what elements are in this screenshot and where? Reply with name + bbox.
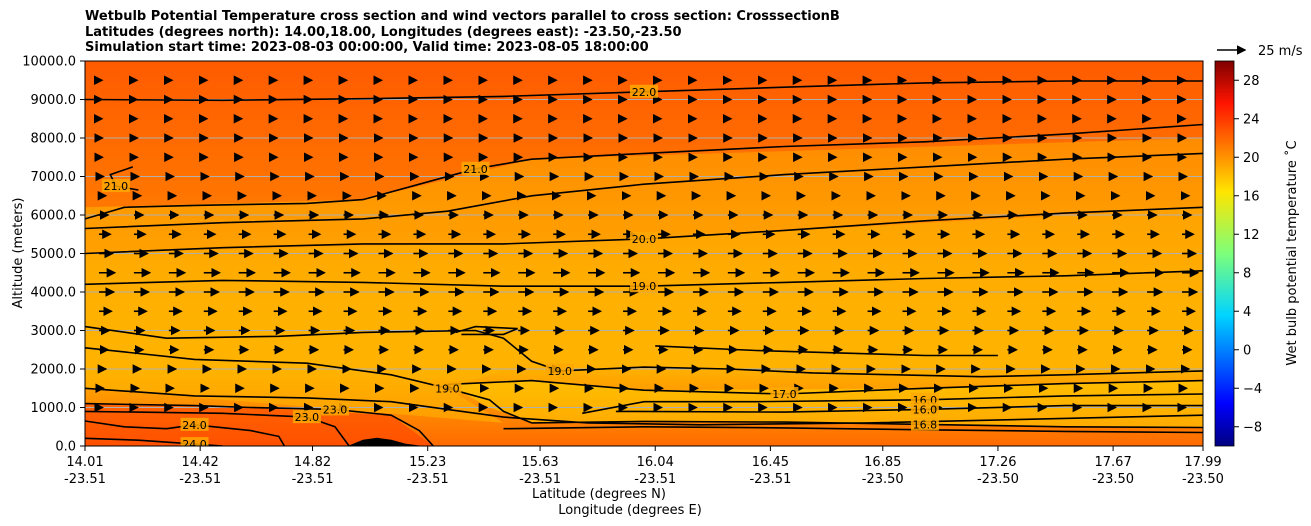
contour-label-1: 21.0 xyxy=(463,163,488,176)
colorbar-gradient xyxy=(1214,60,1235,447)
colorbar-tick-label-2: 0 xyxy=(1243,343,1251,358)
x-tick-lat-10: 17.99 xyxy=(1184,455,1221,470)
x-axis-label-line-2: Longitude (degrees E) xyxy=(558,503,702,518)
x-tick-lon-0: -23.51 xyxy=(64,472,106,487)
colorbar-tick-label-4: 8 xyxy=(1243,266,1251,281)
contour-line-2 xyxy=(85,152,1203,230)
contour-label-bg-5 xyxy=(630,279,658,293)
contour-label-bg-8 xyxy=(433,381,462,395)
contour-label-bg-14 xyxy=(910,417,939,431)
x-tick-lon-9: -23.50 xyxy=(1092,472,1134,487)
contour-line-7 xyxy=(455,325,518,336)
colorbar: −8 −4 0 4 8 12 16 20 24 28 Wet bulb potential tem… xyxy=(1214,60,1300,447)
title-line-3: Simulation start time: 2023-08-03 00:00:… xyxy=(85,40,649,55)
x-tick-lat-3: 15.23 xyxy=(409,455,446,470)
y-tick-label-0: 0.0 xyxy=(55,440,76,455)
colorbar-tick-label-9: 28 xyxy=(1243,74,1260,89)
contour-label-bg-13 xyxy=(910,402,939,416)
contour-line-14 xyxy=(531,420,1203,429)
contour-line-12 xyxy=(582,393,1203,415)
x-tick-lon-5: -23.51 xyxy=(634,472,676,487)
quiver-key: 25 m/s xyxy=(1217,44,1303,59)
contour-label-bg-3 xyxy=(101,179,130,193)
contour-label-bg-0 xyxy=(630,84,658,98)
y-tick-label-7: 7000.0 xyxy=(31,170,77,185)
colorbar-label: Wet bulb potential temperature ˚C xyxy=(1284,140,1300,365)
y-axis: 0.0 1000.0 2000.0 3000.0 4000.0 5000.0 6000.0 7… xyxy=(22,55,85,455)
contour-label-18: 24.0 xyxy=(182,438,207,451)
contour-label-17: 23.0 xyxy=(295,411,320,424)
colorbar-tick-label-5: 12 xyxy=(1243,228,1260,243)
x-tick-lat-5: 16.04 xyxy=(637,455,674,470)
x-tick-lon-3: -23.51 xyxy=(407,472,449,487)
contour-label-14: 16.8 xyxy=(913,418,938,431)
contour-line-9 xyxy=(655,345,998,357)
plot-area: 22.021.021.020.019.019.019.0 17.0 16.016.0… xyxy=(84,60,1204,451)
x-tick-lon-10: -23.50 xyxy=(1182,472,1224,487)
x-axis: 14.01 -23.51 14.42 -23.51 14.82 -23.51 15.23 -2… xyxy=(64,446,1224,487)
contour-label-bg-6 xyxy=(545,363,574,377)
contour-line-15 xyxy=(503,425,1203,434)
y-axis-label: Altitude (meters) xyxy=(11,198,26,309)
filled-region-3 xyxy=(447,380,1203,428)
contour-line-8 xyxy=(85,347,532,424)
contour-label-13: 16.0 xyxy=(913,403,938,416)
contour-label-5: 19.0 xyxy=(632,280,657,293)
x-tick-lon-6: -23.51 xyxy=(749,472,791,487)
contour-label-11: 17.0 xyxy=(772,388,797,401)
colorbar-tick-label-1: −4 xyxy=(1243,382,1262,397)
terrain-shape xyxy=(348,437,420,446)
contour-label-3: 21.0 xyxy=(104,180,129,193)
x-tick-lat-9: 17.67 xyxy=(1095,455,1132,470)
x-tick-lon-8: -23.50 xyxy=(977,472,1019,487)
x-tick-lat-0: 14.01 xyxy=(66,455,103,470)
y-tick-label-4: 4000.0 xyxy=(31,286,77,301)
contour-label-0: 22.0 xyxy=(632,86,657,99)
y-tick-label-8: 8000.0 xyxy=(31,132,77,147)
contour-label-bg-19 xyxy=(180,417,209,431)
colorbar-tick-label-7: 20 xyxy=(1243,151,1260,166)
contour-label-16: 23.0 xyxy=(323,403,348,416)
filled-region-0 xyxy=(85,61,1203,208)
y-tick-label-10: 10000.0 xyxy=(22,55,76,70)
x-tick-lon-1: -23.51 xyxy=(179,472,221,487)
contour-line-18 xyxy=(85,437,223,446)
x-tick-lat-6: 16.45 xyxy=(752,455,789,470)
colorbar-tick-label-6: 16 xyxy=(1243,189,1260,204)
contour-label-bg-18 xyxy=(180,437,209,446)
contour-label-bg-4 xyxy=(630,231,658,245)
x-tick-lat-2: 14.82 xyxy=(294,455,331,470)
y-tick-label-1: 1000.0 xyxy=(31,401,77,416)
contour-label-bg-1 xyxy=(461,161,490,175)
quiver-key-label: 25 m/s xyxy=(1258,44,1303,59)
contour-label-6: 19.0 xyxy=(547,365,572,378)
x-tick-lat-1: 14.42 xyxy=(182,455,219,470)
x-tick-lat-4: 15.63 xyxy=(521,455,558,470)
title-line-1: Wetbulb Potential Temperature cross sect… xyxy=(85,9,840,24)
contour-label-19: 24.0 xyxy=(182,419,207,432)
y-tick-label-9: 9000.0 xyxy=(31,93,77,108)
contour-label-bg-11 xyxy=(770,387,799,401)
contour-label-bg-16 xyxy=(321,402,350,416)
x-tick-lon-7: -23.50 xyxy=(862,472,904,487)
y-tick-label-2: 2000.0 xyxy=(31,363,77,378)
x-axis-label-line-1: Latitude (degrees N) xyxy=(532,487,666,502)
y-tick-label-3: 3000.0 xyxy=(31,324,77,339)
colorbar-tick-label-0: −8 xyxy=(1243,420,1262,435)
x-tick-lon-4: -23.51 xyxy=(519,472,561,487)
y-tick-label-5: 5000.0 xyxy=(31,247,77,262)
x-tick-lat-8: 17.26 xyxy=(979,455,1016,470)
x-tick-lon-2: -23.51 xyxy=(292,472,334,487)
y-tick-label-6: 6000.0 xyxy=(31,209,77,224)
title-line-2: Latitudes (degrees north): 14.00,18.00, … xyxy=(85,24,682,40)
contour-label-4: 20.0 xyxy=(632,233,657,246)
contour-label-bg-17 xyxy=(292,410,321,424)
contour-label-8: 19.0 xyxy=(435,382,460,395)
x-tick-lat-7: 16.85 xyxy=(864,455,901,470)
colorbar-tick-label-8: 24 xyxy=(1243,112,1260,127)
colorbar-tick-label-3: 4 xyxy=(1243,305,1251,320)
chart-title: Wetbulb Potential Temperature cross sect… xyxy=(85,9,840,56)
